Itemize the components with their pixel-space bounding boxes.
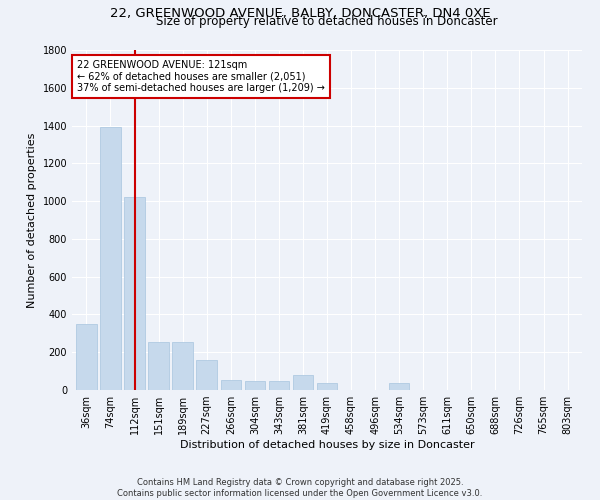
Text: 22 GREENWOOD AVENUE: 121sqm
← 62% of detached houses are smaller (2,051)
37% of : 22 GREENWOOD AVENUE: 121sqm ← 62% of det…	[77, 60, 325, 94]
Bar	[389, 384, 409, 390]
Bar	[148, 342, 169, 390]
Bar	[100, 128, 121, 390]
Bar	[196, 360, 217, 390]
Bar	[269, 380, 289, 390]
Bar	[124, 198, 145, 390]
Bar	[172, 342, 193, 390]
Text: Contains HM Land Registry data © Crown copyright and database right 2025.
Contai: Contains HM Land Registry data © Crown c…	[118, 478, 482, 498]
Bar	[221, 380, 241, 390]
Bar	[293, 375, 313, 390]
Bar	[76, 324, 97, 390]
Y-axis label: Number of detached properties: Number of detached properties	[27, 132, 37, 308]
X-axis label: Distribution of detached houses by size in Doncaster: Distribution of detached houses by size …	[179, 440, 475, 450]
Bar	[317, 384, 337, 390]
Title: Size of property relative to detached houses in Doncaster: Size of property relative to detached ho…	[156, 15, 498, 28]
Bar	[245, 380, 265, 390]
Text: 22, GREENWOOD AVENUE, BALBY, DONCASTER, DN4 0XE: 22, GREENWOOD AVENUE, BALBY, DONCASTER, …	[110, 8, 490, 20]
